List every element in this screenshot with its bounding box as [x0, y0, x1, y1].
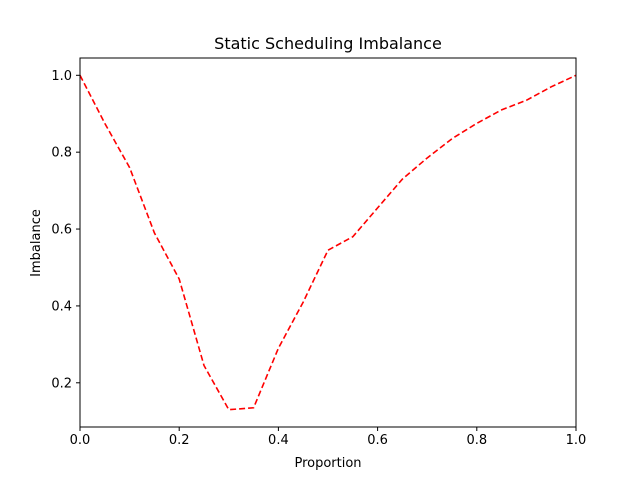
- series-layer: [79, 74, 577, 411]
- plot-area: [79, 57, 577, 428]
- x-tick-label: 0.6: [367, 433, 388, 448]
- y-tick-label: 0.2: [51, 376, 72, 391]
- plot-frame: [79, 57, 577, 428]
- y-tick-label: 1.0: [51, 69, 72, 84]
- y-axis: 0.2 0.4 0.6 0.8 1.0: [51, 69, 80, 391]
- x-tick-label: 0.0: [70, 433, 91, 448]
- x-tick-label: 0.8: [466, 433, 487, 448]
- y-axis-label: Imbalance: [29, 209, 44, 277]
- y-tick-label: 0.4: [51, 299, 72, 314]
- x-axis: 0.0 0.2 0.4 0.6 0.8 1.0: [70, 427, 587, 448]
- y-tick-label: 0.6: [51, 223, 72, 238]
- x-tick-label: 0.4: [268, 433, 289, 448]
- x-axis-label: Proportion: [294, 456, 361, 471]
- series-line: [79, 74, 577, 411]
- y-tick-label: 0.8: [51, 146, 72, 161]
- chart-title: Static Scheduling Imbalance: [214, 34, 442, 53]
- x-tick-label: 1.0: [566, 433, 587, 448]
- x-tick-label: 0.2: [169, 433, 190, 448]
